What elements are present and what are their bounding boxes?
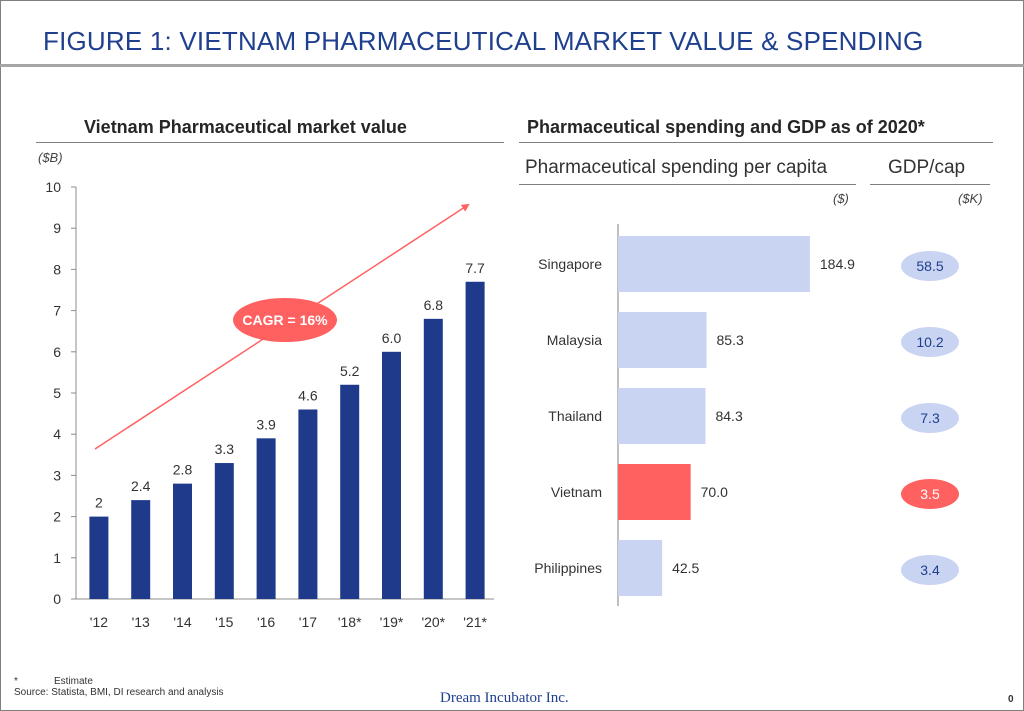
y-tick-label: 0 [53, 591, 61, 607]
x-tick-label: '15 [215, 614, 233, 630]
y-tick-label: 5 [53, 385, 61, 401]
country-label: Malaysia [547, 332, 602, 348]
bar [423, 318, 443, 599]
gdp-bubble [901, 403, 959, 433]
footnote-marker-text: Estimate [54, 676, 93, 687]
y-tick-label: 10 [45, 179, 61, 195]
spending-value-label: 84.3 [715, 408, 742, 424]
bar-value-label: 6.8 [424, 297, 444, 313]
spending-bar [618, 312, 707, 368]
y-tick-label: 9 [53, 220, 61, 236]
spending-value-label: 184.9 [820, 256, 855, 272]
gdp-bubble [901, 479, 959, 509]
footnote-estimate: * Estimate [14, 676, 224, 687]
spending-title: Pharmaceutical spending and GDP as of 20… [527, 117, 925, 137]
gdp-value-label: 7.3 [920, 410, 940, 426]
company-name: Dream Incubator Inc. [440, 690, 569, 706]
gdp-value-label: 10.2 [916, 334, 943, 350]
x-tick-label: '19* [380, 614, 404, 630]
spending-unit: ($) [833, 191, 849, 206]
x-tick-label: '21* [463, 614, 487, 630]
bar [173, 483, 192, 599]
gdp-unit: ($K) [958, 191, 983, 206]
y-tick-label: 8 [53, 261, 61, 277]
cagr-label: CAGR = 16% [242, 312, 328, 328]
bar [382, 351, 401, 599]
country-label: Philippines [534, 560, 602, 576]
spending-value-label: 85.3 [717, 332, 744, 348]
bar-value-label: 4.6 [298, 387, 318, 403]
y-tick-label: 6 [53, 344, 61, 360]
bar [465, 281, 485, 599]
country-label: Singapore [538, 256, 602, 272]
bar-value-label: 7.7 [465, 260, 485, 276]
spending-bar [618, 464, 691, 520]
bar [298, 409, 318, 599]
x-tick-label: '18* [338, 614, 362, 630]
gdp-header-rule [870, 184, 990, 185]
country-label: Thailand [548, 408, 602, 424]
y-tick-label: 4 [53, 426, 61, 442]
footnote-marker: * [14, 676, 18, 687]
market-value-title: Vietnam Pharmaceutical market value [84, 117, 407, 137]
y-tick-label: 3 [53, 467, 61, 483]
country-label: Vietnam [551, 484, 602, 500]
bar [131, 500, 151, 599]
gdp-bubble [901, 327, 959, 357]
bar [89, 516, 109, 599]
bar [214, 463, 234, 599]
x-tick-label: '13 [132, 614, 150, 630]
x-tick-label: '20* [421, 614, 445, 630]
x-tick-label: '14 [173, 614, 191, 630]
spending-bar [618, 236, 810, 292]
bar-value-label: 3.9 [256, 416, 276, 432]
spending-value-label: 70.0 [701, 484, 728, 500]
bar-value-label: 3.3 [215, 441, 235, 457]
y-tick-label: 1 [53, 550, 61, 566]
cagr-bubble [233, 298, 337, 342]
bar [256, 438, 276, 599]
x-tick-label: '17 [299, 614, 317, 630]
bar-value-label: 2.4 [131, 478, 151, 494]
market-value-chart: 0 1 2 3 4 5 6 7 8 9 10 2 '12 2.4 '13 2.8 '14 3.3 '15 3.9 '16… [45, 179, 494, 630]
gdp-value-label: 58.5 [916, 258, 943, 274]
x-tick-label: '16 [257, 614, 275, 630]
gdp-value-label: 3.4 [920, 562, 940, 578]
bar-value-label: 2 [95, 495, 103, 511]
gdp-bubble [901, 555, 959, 585]
spending-value-label: 42.5 [672, 560, 699, 576]
title-divider [0, 64, 1024, 67]
bar-value-label: 2.8 [173, 462, 193, 478]
footnote-source: Source: Statista, BMI, DI research and a… [14, 687, 224, 698]
spending-header-rule [519, 184, 856, 185]
footnote-source-label: Source: [14, 687, 49, 698]
gdp-header: GDP/cap [888, 157, 966, 178]
gdp-value-label: 3.5 [920, 486, 940, 502]
spending-bar [618, 388, 706, 444]
page-number: 0 [1008, 694, 1014, 705]
gdp-bubble [901, 251, 959, 281]
bar-value-label: 5.2 [340, 363, 360, 379]
x-tick-label: '12 [90, 614, 108, 630]
y-tick-label: 7 [53, 303, 61, 319]
footnote: * Estimate Source: Statista, BMI, DI rese… [14, 676, 224, 698]
footnote-source-text: Statista, BMI, DI research and analysis [51, 687, 224, 698]
bar [340, 384, 360, 599]
y-tick-label: 2 [53, 509, 61, 525]
page-title: FIGURE 1: VIETNAM PHARMACEUTICAL MARKET … [43, 26, 924, 56]
spending-chart: Singapore 184.9 58.5 Malaysia 85.3 10.2 Thaila… [534, 224, 959, 606]
market-value-title-rule [36, 142, 504, 143]
bar-value-label: 6.0 [382, 330, 402, 346]
spending-header: Pharmaceutical spending per capita [525, 157, 828, 178]
spending-bar [618, 540, 663, 596]
spending-title-rule [519, 142, 993, 143]
market-value-unit: ($B) [38, 150, 63, 165]
